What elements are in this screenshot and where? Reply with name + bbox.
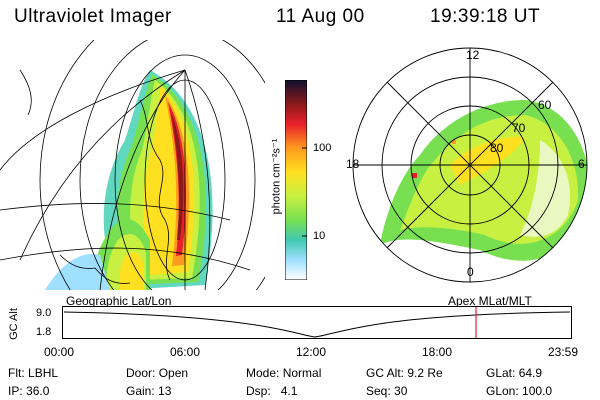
altitude-curve xyxy=(63,311,571,338)
mlat-label-80: 80 xyxy=(490,141,504,155)
alt-tick-1-8: 1.8 xyxy=(36,326,52,338)
time-label: 19:39:18 UT xyxy=(430,6,541,27)
mlt-label-6: 6 xyxy=(578,157,585,171)
mlt-label-18: 18 xyxy=(346,157,360,171)
coastline xyxy=(59,254,131,284)
date-label: 11 Aug 00 xyxy=(276,6,365,27)
mlat-label-70: 70 xyxy=(512,121,526,135)
left-panel-label: Geographic Lat/Lon xyxy=(66,294,172,308)
instrument-title: Ultraviolet Imager xyxy=(14,6,172,27)
coastline xyxy=(139,99,171,281)
polar-mlat-mlt-plot xyxy=(352,47,588,283)
status-ip: IP: 36.0 xyxy=(8,384,50,398)
status-glon: GLon: 100.0 xyxy=(486,384,553,398)
mlt-label-12: 12 xyxy=(466,48,480,62)
mlt-label-0: 0 xyxy=(467,265,474,279)
time-tick-1200: 12:00 xyxy=(296,345,327,359)
status-glat: GLat: 64.9 xyxy=(486,366,543,380)
status-dsp: Dsp: 4.1 xyxy=(246,384,298,398)
status-gc-alt: GC Alt: 9.2 Re xyxy=(366,366,443,380)
latlon-grid xyxy=(0,40,265,290)
colorbar-unit-label: photon cm⁻²s⁻¹ xyxy=(270,138,283,215)
time-tick-0000: 00:00 xyxy=(44,345,75,359)
auroral-emission-left xyxy=(45,70,213,290)
coastline xyxy=(19,69,32,116)
colorbar-tick-10: 10 xyxy=(313,230,326,242)
alt-axis-title: GC Alt xyxy=(8,308,20,340)
status-mode: Mode: Normal xyxy=(246,366,322,380)
altitude-timeline xyxy=(62,306,572,339)
time-tick-2359: 23:59 xyxy=(548,345,579,359)
geographic-image-panel xyxy=(0,40,265,290)
status-door: Door: Open xyxy=(126,366,189,380)
colorbar-tick-100: 100 xyxy=(313,142,332,154)
status-gain: Gain: 13 xyxy=(126,384,172,398)
status-filter: Flt: LBHL xyxy=(8,366,59,380)
status-seq: Seq: 30 xyxy=(366,384,408,398)
alt-tick-9: 9.0 xyxy=(36,307,52,319)
time-tick-1800: 18:00 xyxy=(422,345,453,359)
colorbar xyxy=(285,80,307,280)
time-tick-0600: 06:00 xyxy=(170,345,201,359)
mlat-label-60: 60 xyxy=(538,98,552,112)
polar-grid xyxy=(352,47,588,283)
right-panel-label: Apex MLat/MLT xyxy=(448,294,532,308)
